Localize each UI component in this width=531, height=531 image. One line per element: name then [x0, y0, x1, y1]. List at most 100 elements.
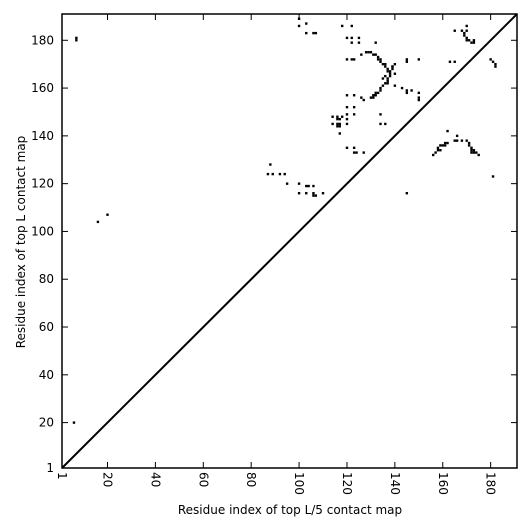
contact-point	[376, 55, 380, 59]
contact-point	[374, 41, 377, 44]
contact-point	[75, 39, 78, 42]
contact-point	[388, 70, 392, 73]
contact-point	[312, 192, 315, 195]
contact-point	[376, 91, 380, 95]
contact-point	[384, 122, 387, 126]
contact-point	[350, 24, 353, 28]
contact-point	[336, 125, 339, 128]
contact-point	[455, 134, 459, 138]
contact-point	[443, 144, 447, 147]
y-tick-label: 20	[39, 416, 54, 430]
contact-point	[379, 58, 382, 61]
contact-point	[386, 67, 389, 71]
contact-point	[376, 58, 380, 61]
contact-point	[106, 213, 109, 216]
contact-point	[352, 94, 356, 97]
contact-point	[312, 31, 315, 35]
contact-point	[470, 151, 473, 154]
x-tick-label: 20	[101, 472, 115, 487]
contact-point	[372, 53, 375, 56]
contact-point	[436, 149, 440, 152]
contact-point	[477, 153, 480, 157]
contact-point	[297, 182, 301, 185]
contact-point	[470, 146, 473, 150]
contact-point	[381, 62, 385, 66]
contact-point	[393, 62, 397, 66]
contact-point	[336, 115, 339, 118]
contact-point	[297, 192, 301, 195]
contact-point	[405, 89, 409, 92]
contact-point	[305, 22, 308, 25]
contact-point	[352, 58, 356, 61]
contact-point	[374, 53, 377, 56]
contact-point	[364, 51, 368, 54]
contact-point	[372, 96, 375, 99]
contact-point	[417, 58, 421, 61]
contact-point	[357, 41, 361, 44]
contact-point	[475, 151, 478, 154]
contact-point	[352, 151, 356, 154]
contact-point	[417, 98, 421, 102]
contact-point	[362, 98, 365, 102]
contact-points	[72, 17, 497, 424]
contact-point	[405, 60, 409, 63]
contact-point	[472, 41, 476, 44]
contact-point	[360, 53, 363, 56]
contact-point	[305, 31, 308, 35]
contact-point	[321, 192, 325, 195]
contact-point	[446, 129, 449, 133]
contact-point	[491, 60, 495, 63]
contact-point	[352, 146, 356, 150]
contact-point	[465, 24, 468, 28]
contact-point	[345, 113, 349, 116]
contact-point	[384, 65, 387, 68]
contact-point	[369, 51, 373, 54]
contact-point	[384, 82, 387, 85]
contact-point	[417, 96, 421, 99]
x-tick-label: 80	[244, 472, 258, 487]
contact-point	[96, 220, 100, 224]
contact-point	[336, 122, 339, 126]
contact-point	[374, 91, 377, 95]
contact-point	[379, 113, 382, 116]
contact-point	[352, 105, 356, 109]
contact-point	[434, 151, 437, 154]
contact-point	[489, 58, 492, 61]
contact-point	[439, 149, 442, 152]
contact-point	[405, 91, 409, 95]
y-tick-label: 80	[39, 272, 54, 286]
contact-point	[465, 36, 468, 40]
contact-point	[369, 96, 373, 99]
contact-point	[400, 86, 404, 90]
contact-point	[360, 96, 363, 99]
contact-point	[345, 122, 349, 126]
contact-point	[472, 39, 476, 42]
contact-point	[441, 144, 444, 147]
contact-point	[455, 139, 459, 142]
contact-point	[391, 67, 394, 71]
y-tick-label: 40	[39, 368, 54, 382]
contact-point	[386, 77, 389, 80]
contact-point	[350, 41, 353, 44]
contact-point	[431, 153, 435, 157]
contact-point	[386, 79, 389, 83]
contact-point	[386, 82, 389, 85]
contact-point	[345, 146, 349, 150]
x-tick-label: 120	[340, 472, 354, 495]
contact-point	[470, 149, 473, 152]
contact-point	[384, 74, 387, 78]
contact-point	[494, 65, 497, 68]
contact-point	[307, 184, 310, 188]
contact-point	[472, 149, 476, 152]
contact-point	[374, 94, 377, 97]
contact-point	[379, 89, 382, 92]
contact-point	[379, 122, 382, 126]
contact-point	[393, 84, 397, 87]
contact-point	[410, 89, 413, 92]
contact-point	[278, 172, 282, 176]
contact-point	[446, 141, 449, 145]
contact-point	[467, 39, 471, 42]
contact-point	[439, 144, 442, 147]
contact-point	[340, 115, 344, 118]
contact-point	[367, 51, 370, 54]
